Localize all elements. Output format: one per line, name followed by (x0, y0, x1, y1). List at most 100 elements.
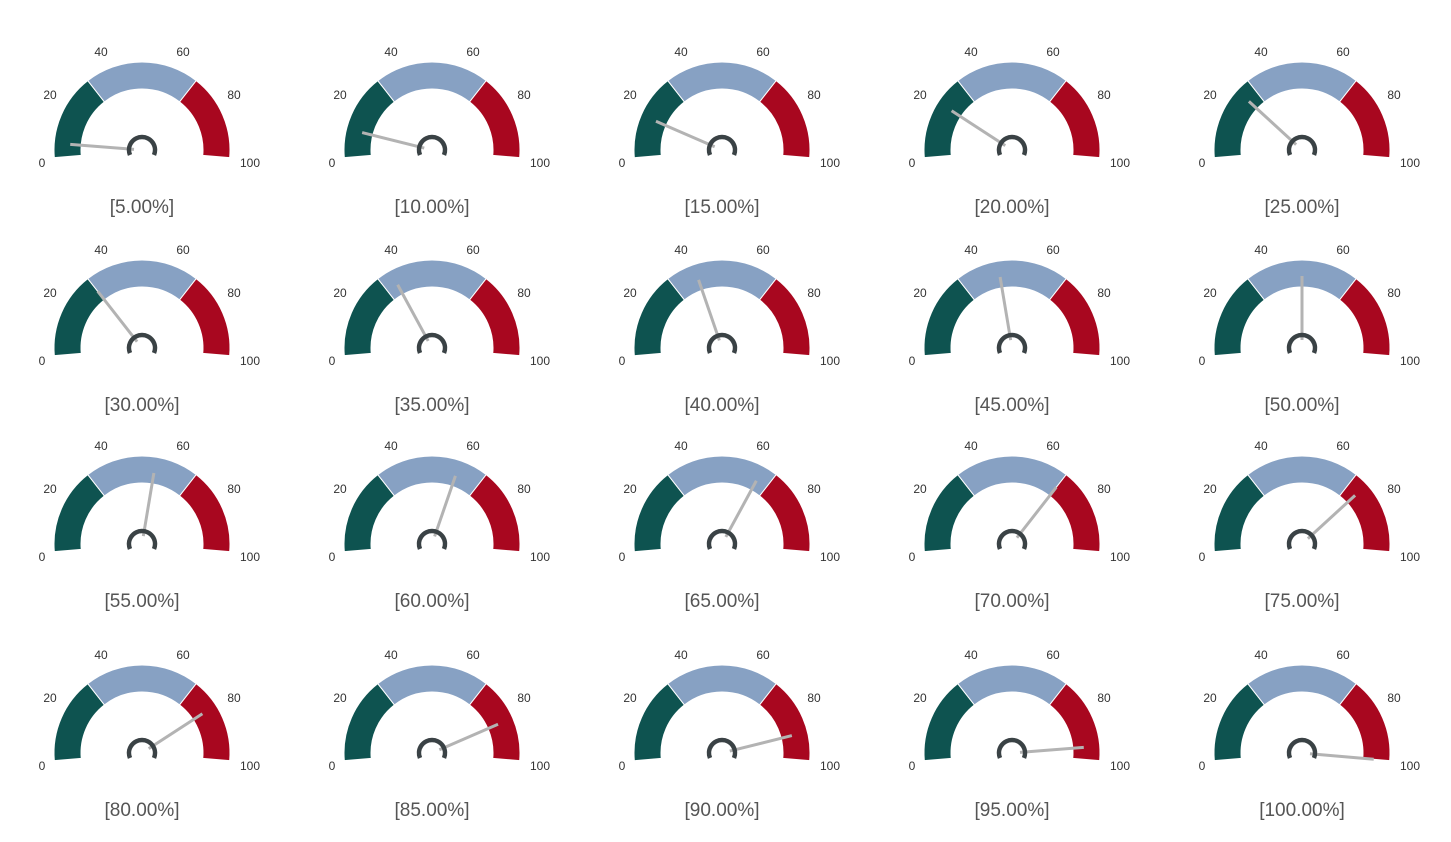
tick-label: 20 (1203, 691, 1217, 705)
gauge-band-1 (667, 664, 777, 706)
tick-label: 100 (530, 759, 550, 773)
tick-label: 80 (1097, 691, 1111, 705)
gauge-band-2 (468, 277, 521, 357)
gauge: 0 20 40 60 80 100 [65.00%] (592, 424, 852, 624)
tick-label: 40 (1254, 648, 1268, 662)
gauge-value-label: [10.00%] (394, 197, 470, 218)
gauge-band-2 (1338, 473, 1391, 553)
tick-label: 20 (913, 691, 927, 705)
gauge-hub (706, 528, 738, 550)
gauge-band-2 (758, 79, 811, 159)
gauge-band-2 (758, 682, 811, 762)
gauge: 0 20 40 60 80 100 [90.00%] (592, 633, 852, 833)
gauge-svg: 0 20 40 60 80 100 (329, 243, 551, 368)
tick-label: 80 (1387, 691, 1401, 705)
tick-label: 100 (240, 550, 260, 564)
gauge-band-1 (87, 455, 197, 497)
tick-label: 80 (807, 482, 821, 496)
gauge-band-1 (87, 664, 197, 706)
gauge-svg: 0 20 40 60 80 100 (39, 45, 261, 170)
gauge-needle (1019, 745, 1084, 754)
gauge: 0 20 40 60 80 100 [20.00%] (882, 30, 1142, 230)
tick-label: 80 (1097, 286, 1111, 300)
tick-label: 0 (619, 156, 626, 170)
gauge-value-label: [15.00%] (684, 197, 760, 218)
gauge-band-1 (377, 455, 487, 497)
tick-label: 80 (1387, 88, 1401, 102)
tick-label: 40 (94, 439, 108, 453)
gauge-value-label: [70.00%] (974, 591, 1050, 612)
gauge: 0 20 40 60 80 100 [50.00%] (1172, 228, 1432, 428)
gauge-value-label: [20.00%] (974, 197, 1050, 218)
tick-label: 60 (756, 439, 770, 453)
tick-label: 100 (1400, 156, 1420, 170)
tick-label: 80 (807, 88, 821, 102)
tick-label: 20 (43, 88, 57, 102)
tick-label: 0 (39, 550, 46, 564)
gauge-hub (996, 528, 1028, 550)
gauge: 0 20 40 60 80 100 [80.00%] (12, 633, 272, 833)
tick-label: 100 (1400, 354, 1420, 368)
gauge: 0 20 40 60 80 100 [30.00%] (12, 228, 272, 428)
gauge: 0 20 40 60 80 100 [60.00%] (302, 424, 562, 624)
gauge: 0 20 40 60 80 100 [40.00%] (592, 228, 852, 428)
gauge-needle (655, 119, 716, 149)
tick-label: 100 (530, 156, 550, 170)
tick-label: 60 (466, 648, 480, 662)
tick-label: 0 (619, 759, 626, 773)
tick-label: 20 (333, 286, 347, 300)
gauge-value-label: [80.00%] (104, 800, 180, 821)
gauge: 0 20 40 60 80 100 [5.00%] (12, 30, 272, 230)
tick-label: 100 (820, 354, 840, 368)
gauge-svg: 0 20 40 60 80 100 (619, 243, 841, 368)
tick-label: 40 (964, 243, 978, 257)
tick-label: 40 (674, 648, 688, 662)
gauge-svg: 0 20 40 60 80 100 (619, 648, 841, 773)
gauge-band-1 (957, 664, 1067, 706)
gauge-value-label: [30.00%] (104, 395, 180, 416)
gauge-needle (361, 131, 425, 150)
tick-label: 40 (964, 439, 978, 453)
gauge-hub (416, 737, 448, 759)
gauge-svg: 0 20 40 60 80 100 (1199, 45, 1421, 170)
gauge-svg: 0 20 40 60 80 100 (619, 439, 841, 564)
gauge-hub (706, 737, 738, 759)
gauge-hub (126, 134, 158, 156)
tick-label: 40 (1254, 45, 1268, 59)
tick-label: 40 (674, 439, 688, 453)
gauge-value-label: [90.00%] (684, 800, 760, 821)
gauge-hub (416, 134, 448, 156)
tick-label: 60 (1336, 439, 1350, 453)
gauge-needle (141, 472, 156, 537)
gauge-hub (126, 528, 158, 550)
gauge-band-1 (667, 61, 777, 103)
tick-label: 100 (820, 550, 840, 564)
tick-label: 0 (1199, 354, 1206, 368)
tick-label: 20 (333, 88, 347, 102)
tick-label: 20 (1203, 482, 1217, 496)
tick-label: 60 (176, 243, 190, 257)
gauge-band-2 (1048, 79, 1101, 159)
gauge: 0 20 40 60 80 100 [10.00%] (302, 30, 562, 230)
gauge-band-1 (377, 61, 487, 103)
tick-label: 80 (517, 286, 531, 300)
tick-label: 0 (909, 759, 916, 773)
tick-label: 100 (530, 550, 550, 564)
gauge-hub (996, 332, 1028, 354)
gauge-svg: 0 20 40 60 80 100 (39, 439, 261, 564)
tick-label: 80 (227, 691, 241, 705)
gauge-band-2 (178, 473, 231, 553)
gauge-band-1 (957, 455, 1067, 497)
gauge-value-label: [100.00%] (1259, 800, 1345, 821)
gauge-band-2 (468, 79, 521, 159)
gauge-hub (1286, 332, 1318, 354)
tick-label: 60 (756, 648, 770, 662)
gauge-band-2 (1048, 473, 1101, 553)
gauge-hub (706, 332, 738, 354)
gauge-hub (416, 528, 448, 550)
gauge-band-2 (1338, 79, 1391, 159)
tick-label: 60 (756, 45, 770, 59)
tick-label: 0 (909, 354, 916, 368)
tick-label: 80 (807, 691, 821, 705)
gauge-svg: 0 20 40 60 80 100 (909, 439, 1131, 564)
